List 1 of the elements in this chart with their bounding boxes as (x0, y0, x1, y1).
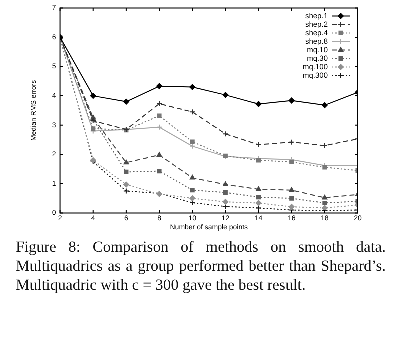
caption: Figure 8: Comparison of methods on smooth data. Multiquadrics as a group performed better than Shepard’s. Multiquadric with c = 300 gave the best result. (16, 238, 386, 295)
